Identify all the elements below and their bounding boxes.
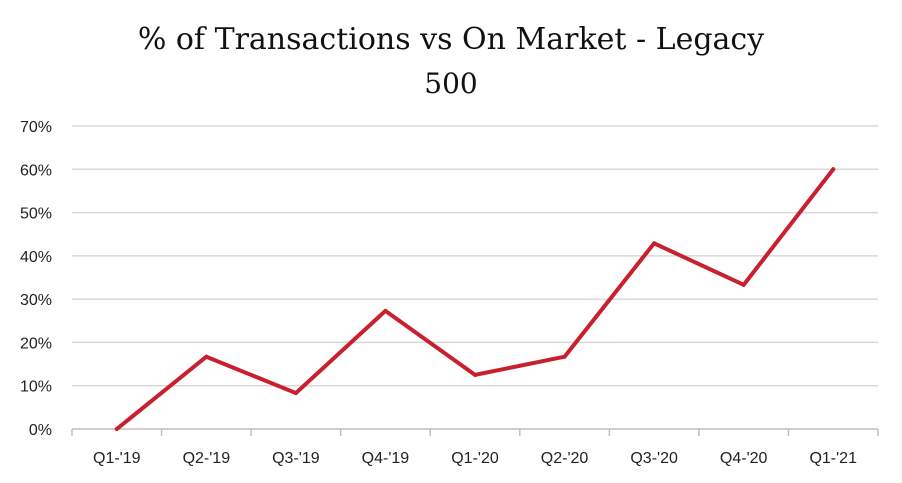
x-tick-label: Q4-'19 <box>362 450 410 467</box>
y-tick-label: 50% <box>20 206 52 223</box>
data-point <box>652 241 657 246</box>
y-tick-label: 20% <box>20 335 52 352</box>
gridlines <box>72 125 878 387</box>
y-tick-label: 40% <box>20 249 52 266</box>
data-point <box>204 354 209 359</box>
y-tick-label: 70% <box>20 119 52 136</box>
x-tick-label: Q2-'20 <box>541 450 589 467</box>
chart-title-line-2: 500 <box>424 67 478 100</box>
data-point <box>562 354 567 359</box>
x-tick-label: Q1-'19 <box>93 450 141 467</box>
data-point <box>114 427 119 431</box>
data-point <box>831 167 836 172</box>
y-tick-label: 10% <box>20 379 52 396</box>
x-tick-label: Q3-'20 <box>630 450 678 467</box>
y-tick-label: 30% <box>20 292 52 309</box>
x-tick-label: Q3-'19 <box>272 450 320 467</box>
y-tick-label: 0% <box>29 422 52 439</box>
data-point <box>293 391 298 396</box>
y-tick-label: 60% <box>20 162 52 179</box>
x-tick-label: Q1-'20 <box>451 450 499 467</box>
y-axis: 0% 10% 20% 30% 40% 50% 60% 70% <box>20 119 52 439</box>
x-tick-label: Q2-'19 <box>183 450 231 467</box>
x-axis: Q1-'19 Q2-'19 Q3-'19 Q4-'19 Q1-'20 Q2-'20 Q3-'… <box>71 428 879 467</box>
x-tick-label: Q4-'20 <box>720 450 768 467</box>
chart-title: % of Transactions vs On Market - Legacy … <box>0 18 902 106</box>
x-tick-label: Q1-'21 <box>809 450 857 467</box>
series-layer <box>114 167 836 431</box>
data-point <box>741 282 746 287</box>
data-point <box>383 308 388 313</box>
chart-title-line-1: % of Transactions vs On Market - Legacy <box>137 22 765 57</box>
data-point <box>473 372 477 377</box>
